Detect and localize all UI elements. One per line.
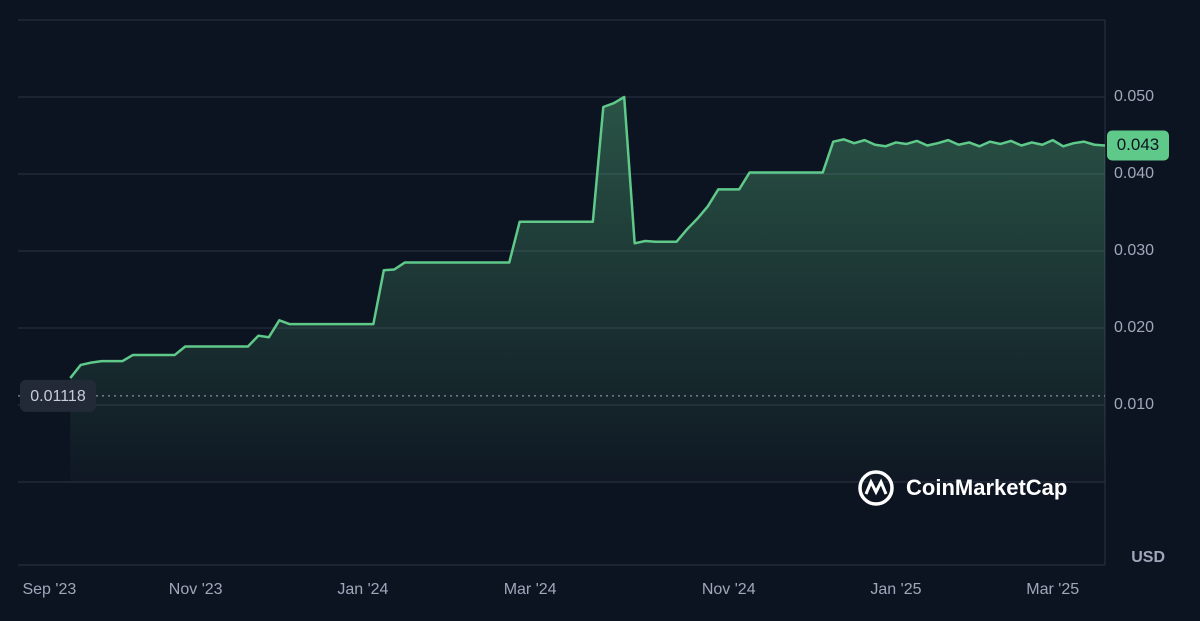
y-tick-label: 0.050 [1114,88,1154,105]
price-line [69,95,1106,379]
area [70,97,1105,482]
y-tick-label: 0.020 [1114,319,1154,336]
x-tick-label: Mar '25 [1026,581,1079,598]
x-tick-label: Jan '24 [337,581,388,598]
unit-label: USD [1131,549,1165,566]
price-label: 0.043 [1117,135,1160,154]
logo-mark [864,478,888,496]
x-tick-label: Nov '23 [169,581,223,598]
reference-label: 0.01118 [30,388,86,405]
x-tick-label: Sep '23 [22,581,76,598]
y-tick-label: 0.040 [1114,165,1154,182]
y-tick-label: 0.030 [1114,242,1154,259]
x-tick-label: Jan '25 [870,581,921,598]
x-tick-label: Nov '24 [702,581,756,598]
price-badge [1107,130,1169,161]
y-tick-label: 0.010 [1114,396,1154,413]
x-tick-label: Mar '24 [504,581,557,598]
reference-badge [20,379,96,412]
